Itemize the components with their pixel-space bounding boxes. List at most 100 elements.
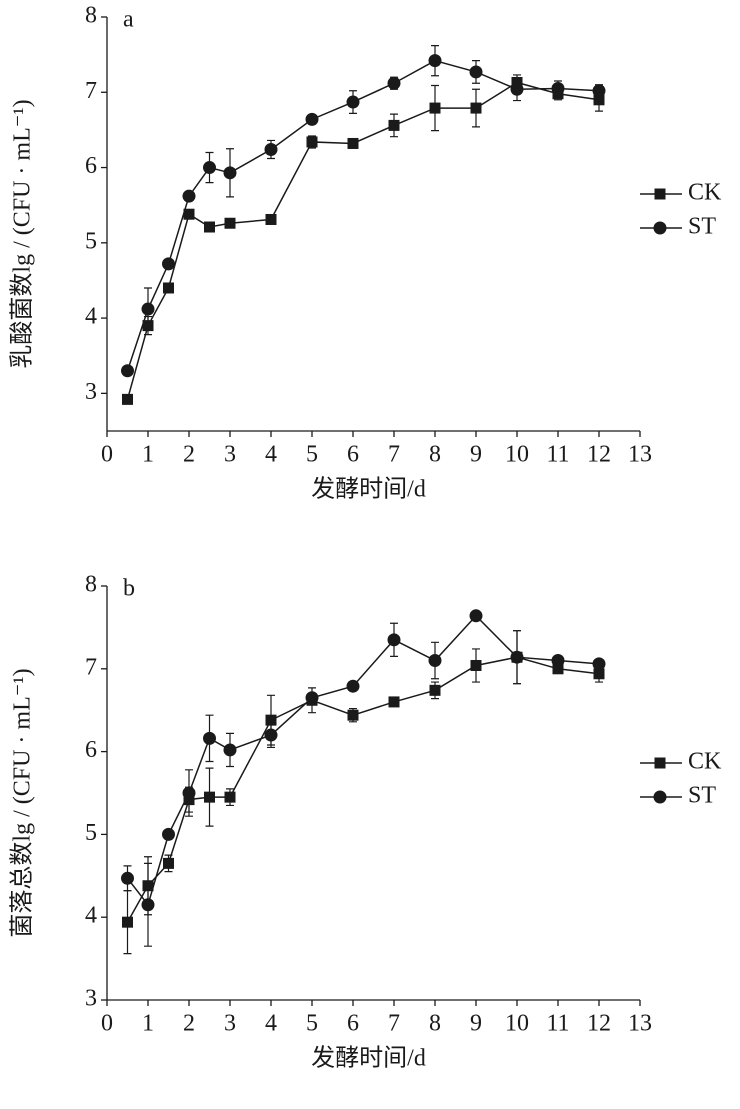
x-tick-label: 12 [587,1011,611,1037]
y-axis-label: 乳酸菌数lg / (CFU · mL⁻¹) [9,99,36,368]
panel-label: b [123,576,135,602]
x-tick-label: 7 [388,442,400,468]
y-tick-label: 4 [85,304,97,330]
y-tick-label: 8 [85,572,97,598]
marker-circle [592,657,606,671]
marker-circle [510,650,524,664]
x-tick-label: 0 [101,442,113,468]
legend-label: CK [688,180,722,206]
legend-label: ST [688,783,716,809]
x-tick-label: 6 [347,1011,359,1037]
marker-square [163,857,174,869]
marker-square [122,393,133,405]
marker-square [347,709,359,721]
y-tick-label: 3 [85,379,97,405]
x-axis-label: 发酵时间/d [311,1045,426,1072]
x-tick-label: 2 [183,442,195,468]
y-axis-label: 菌落总数lg / (CFU · mL⁻¹) [9,668,36,937]
marker-circle [162,827,175,841]
series-line [126,656,600,923]
marker-circle [510,82,524,96]
legend-label: CK [688,749,722,775]
marker-square [429,102,441,114]
x-tick-label: 7 [388,1011,400,1037]
marker-circle [428,654,442,668]
marker-circle [203,731,216,745]
marker-circle [469,609,483,623]
legend-marker [654,757,666,769]
marker-circle [387,633,401,647]
x-tick-label: 11 [546,1011,569,1037]
marker-square [429,684,441,696]
x-tick-label: 13 [628,442,652,468]
x-tick-label: 6 [347,442,359,468]
y-tick-label: 8 [85,3,97,29]
x-tick-label: 10 [505,442,529,468]
marker-square [224,217,236,229]
x-tick-label: 8 [429,442,441,468]
marker-square [265,213,277,225]
marker-circle [141,898,155,912]
marker-square [470,659,482,671]
legend-marker [654,188,666,200]
y-tick-label: 7 [85,78,97,104]
series-line [126,59,600,372]
marker-square [204,221,215,233]
x-tick-label: 3 [224,442,236,468]
x-tick-label: 9 [470,1011,482,1037]
marker-circle [305,112,319,126]
marker-square [265,714,277,726]
marker-square [122,916,133,928]
marker-square [593,94,605,106]
marker-circle [387,76,401,90]
marker-circle [428,54,442,68]
marker-circle [203,161,216,175]
marker-circle [121,871,134,885]
x-tick-label: 1 [142,1011,154,1037]
x-tick-label: 3 [224,1011,236,1037]
legend-marker [653,790,667,804]
x-tick-label: 4 [265,442,277,468]
marker-square [204,791,215,803]
marker-square [224,791,236,803]
x-tick-label: 13 [628,1011,652,1037]
marker-circle [551,82,565,96]
x-tick-label: 11 [546,442,569,468]
marker-circle [141,302,155,316]
marker-circle [592,84,606,98]
y-tick-label: 7 [85,654,97,680]
marker-square [388,696,400,708]
series-line [126,81,600,400]
y-tick-label: 4 [85,903,97,929]
x-tick-label: 8 [429,1011,441,1037]
marker-square [163,282,174,294]
x-axis-label: 发酵时间/d [311,476,426,503]
legend-label: ST [688,214,716,240]
x-tick-label: 2 [183,1011,195,1037]
x-tick-label: 5 [306,1011,318,1037]
marker-circle [346,679,360,693]
y-tick-label: 5 [85,820,97,846]
marker-circle [305,691,319,705]
marker-circle [223,743,237,757]
x-tick-label: 12 [587,442,611,468]
marker-square [306,136,318,148]
panel-label: a [123,7,134,33]
marker-circle [264,142,278,156]
x-tick-label: 1 [142,442,154,468]
marker-circle [223,166,237,180]
marker-square [388,119,400,131]
x-tick-label: 0 [101,1011,113,1037]
y-tick-label: 5 [85,228,97,254]
marker-circle [162,257,175,271]
marker-circle [182,189,196,203]
marker-circle [469,65,483,79]
marker-square [593,668,605,680]
y-tick-label: 3 [85,986,97,1012]
y-tick-label: 6 [85,737,97,763]
marker-square [552,663,564,675]
series-line [126,614,600,907]
marker-circle [264,728,278,742]
marker-circle [346,95,360,109]
